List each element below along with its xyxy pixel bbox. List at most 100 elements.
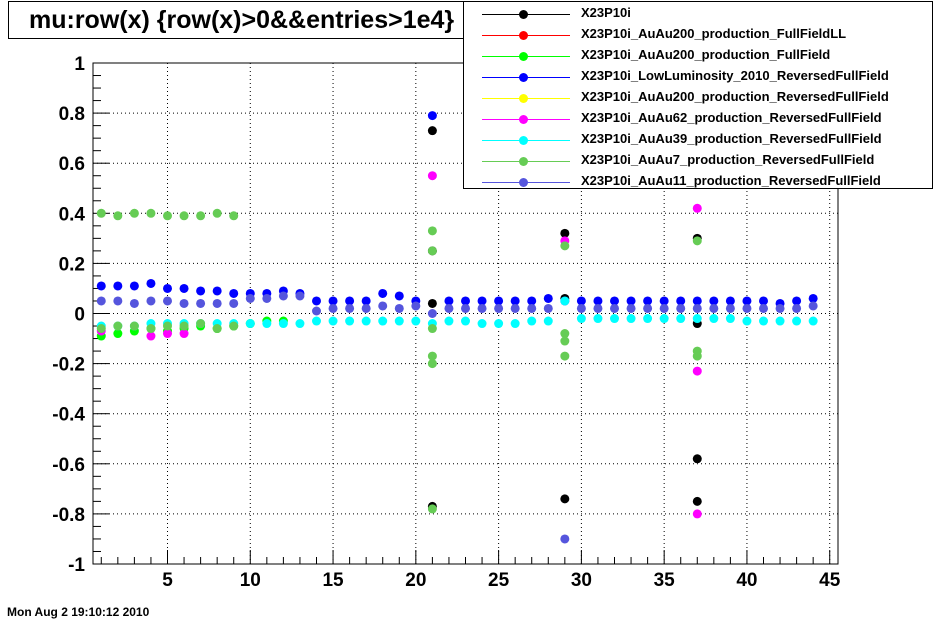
data-point bbox=[543, 316, 553, 326]
data-point bbox=[345, 296, 355, 306]
data-point bbox=[394, 316, 404, 326]
data-point bbox=[692, 314, 702, 324]
data-point bbox=[676, 303, 686, 313]
data-point bbox=[113, 296, 123, 306]
data-point bbox=[510, 296, 520, 306]
x-tick-label: 20 bbox=[405, 570, 426, 591]
data-point bbox=[427, 226, 437, 236]
data-point bbox=[560, 228, 570, 238]
data-point bbox=[113, 321, 123, 331]
data-point bbox=[328, 303, 338, 313]
data-point bbox=[725, 296, 735, 306]
legend-label: X23P10i_AuAu200_production_FullField bbox=[581, 47, 831, 62]
legend-marker-swatch bbox=[519, 73, 528, 82]
data-point bbox=[593, 296, 603, 306]
data-point bbox=[643, 314, 653, 324]
data-point bbox=[113, 281, 123, 291]
data-point bbox=[113, 211, 123, 221]
data-point bbox=[742, 303, 752, 313]
data-point bbox=[295, 291, 305, 301]
legend-entry: X23P10i_AuAu200_production_FullFieldLL bbox=[464, 25, 932, 46]
data-point bbox=[394, 291, 404, 301]
data-point bbox=[576, 296, 586, 306]
data-point bbox=[560, 534, 570, 544]
data-point bbox=[477, 303, 487, 313]
data-point bbox=[560, 494, 570, 504]
y-tick-label: -0.4 bbox=[52, 405, 85, 426]
data-point bbox=[229, 211, 239, 221]
legend-entry: X23P10i bbox=[464, 4, 932, 25]
data-point bbox=[560, 329, 570, 339]
chart-title: mu:row(x) {row(x)>0&&entries>1e4} bbox=[8, 1, 478, 39]
data-point bbox=[709, 303, 719, 313]
legend-entry: X23P10i_AuAu39_production_ReversedFullFi… bbox=[464, 130, 932, 151]
data-point bbox=[792, 316, 802, 326]
legend-marker-swatch bbox=[519, 157, 528, 166]
x-tick-label: 15 bbox=[322, 570, 344, 591]
legend-label: X23P10i_AuAu62_production_ReversedFullFi… bbox=[581, 110, 882, 125]
data-point bbox=[146, 331, 156, 341]
data-point bbox=[179, 321, 189, 331]
x-tick-label: 10 bbox=[240, 570, 261, 591]
data-point bbox=[610, 314, 619, 324]
data-point bbox=[146, 296, 156, 306]
data-point bbox=[692, 496, 702, 506]
legend-entry: X23P10i_LowLuminosity_2010_ReversedFullF… bbox=[464, 67, 932, 88]
data-point bbox=[759, 316, 768, 326]
data-point bbox=[643, 303, 653, 313]
data-point bbox=[312, 296, 321, 306]
data-point bbox=[759, 303, 768, 313]
data-point bbox=[676, 314, 686, 324]
data-point bbox=[742, 316, 752, 326]
data-point bbox=[593, 303, 603, 313]
legend-label: X23P10i_AuAu39_production_ReversedFullFi… bbox=[581, 131, 882, 146]
data-point bbox=[212, 324, 222, 334]
y-tick-label: 0.4 bbox=[59, 204, 86, 225]
x-tick-label: 25 bbox=[488, 570, 510, 591]
data-point bbox=[427, 171, 437, 181]
data-point bbox=[129, 281, 139, 291]
legend-entry: X23P10i_AuAu7_production_ReversedFullFie… bbox=[464, 151, 932, 172]
legend-label: X23P10i_AuAu200_production_ReversedFullF… bbox=[581, 89, 889, 104]
data-point bbox=[196, 319, 206, 329]
data-point bbox=[692, 203, 702, 213]
data-point bbox=[163, 329, 172, 339]
data-point bbox=[560, 336, 570, 346]
data-point bbox=[411, 301, 421, 311]
data-point bbox=[179, 211, 189, 221]
data-point bbox=[576, 303, 586, 313]
data-point bbox=[626, 314, 636, 324]
y-tick-label: 0 bbox=[74, 305, 85, 326]
data-point bbox=[477, 296, 487, 306]
data-point bbox=[146, 208, 156, 218]
legend-label: X23P10i_AuAu7_production_ReversedFullFie… bbox=[581, 152, 875, 167]
data-point bbox=[427, 298, 437, 308]
x-tick-label: 30 bbox=[571, 570, 592, 591]
data-point bbox=[510, 319, 520, 329]
data-point bbox=[361, 303, 371, 313]
data-point bbox=[378, 301, 388, 311]
data-point bbox=[345, 303, 355, 313]
data-point bbox=[461, 316, 470, 326]
data-point bbox=[278, 319, 288, 329]
data-point bbox=[494, 319, 504, 329]
data-point bbox=[163, 321, 172, 331]
data-point bbox=[610, 303, 619, 313]
data-point bbox=[427, 504, 437, 514]
data-point bbox=[163, 211, 172, 221]
x-tick-label: 35 bbox=[654, 570, 676, 591]
legend-marker-swatch bbox=[519, 178, 528, 187]
data-point bbox=[527, 296, 537, 306]
data-point bbox=[96, 324, 106, 334]
data-point bbox=[129, 208, 139, 218]
data-point bbox=[527, 316, 537, 326]
data-point bbox=[212, 286, 222, 296]
data-point bbox=[427, 309, 437, 318]
legend-label: X23P10i_AuAu11_production_ReversedFullFi… bbox=[581, 173, 881, 188]
data-point bbox=[146, 278, 156, 288]
x-tick-label: 5 bbox=[162, 570, 173, 591]
legend-label: X23P10i_AuAu200_production_FullFieldLL bbox=[581, 26, 847, 41]
y-tick-label: 1 bbox=[74, 54, 85, 75]
data-point bbox=[560, 351, 570, 361]
